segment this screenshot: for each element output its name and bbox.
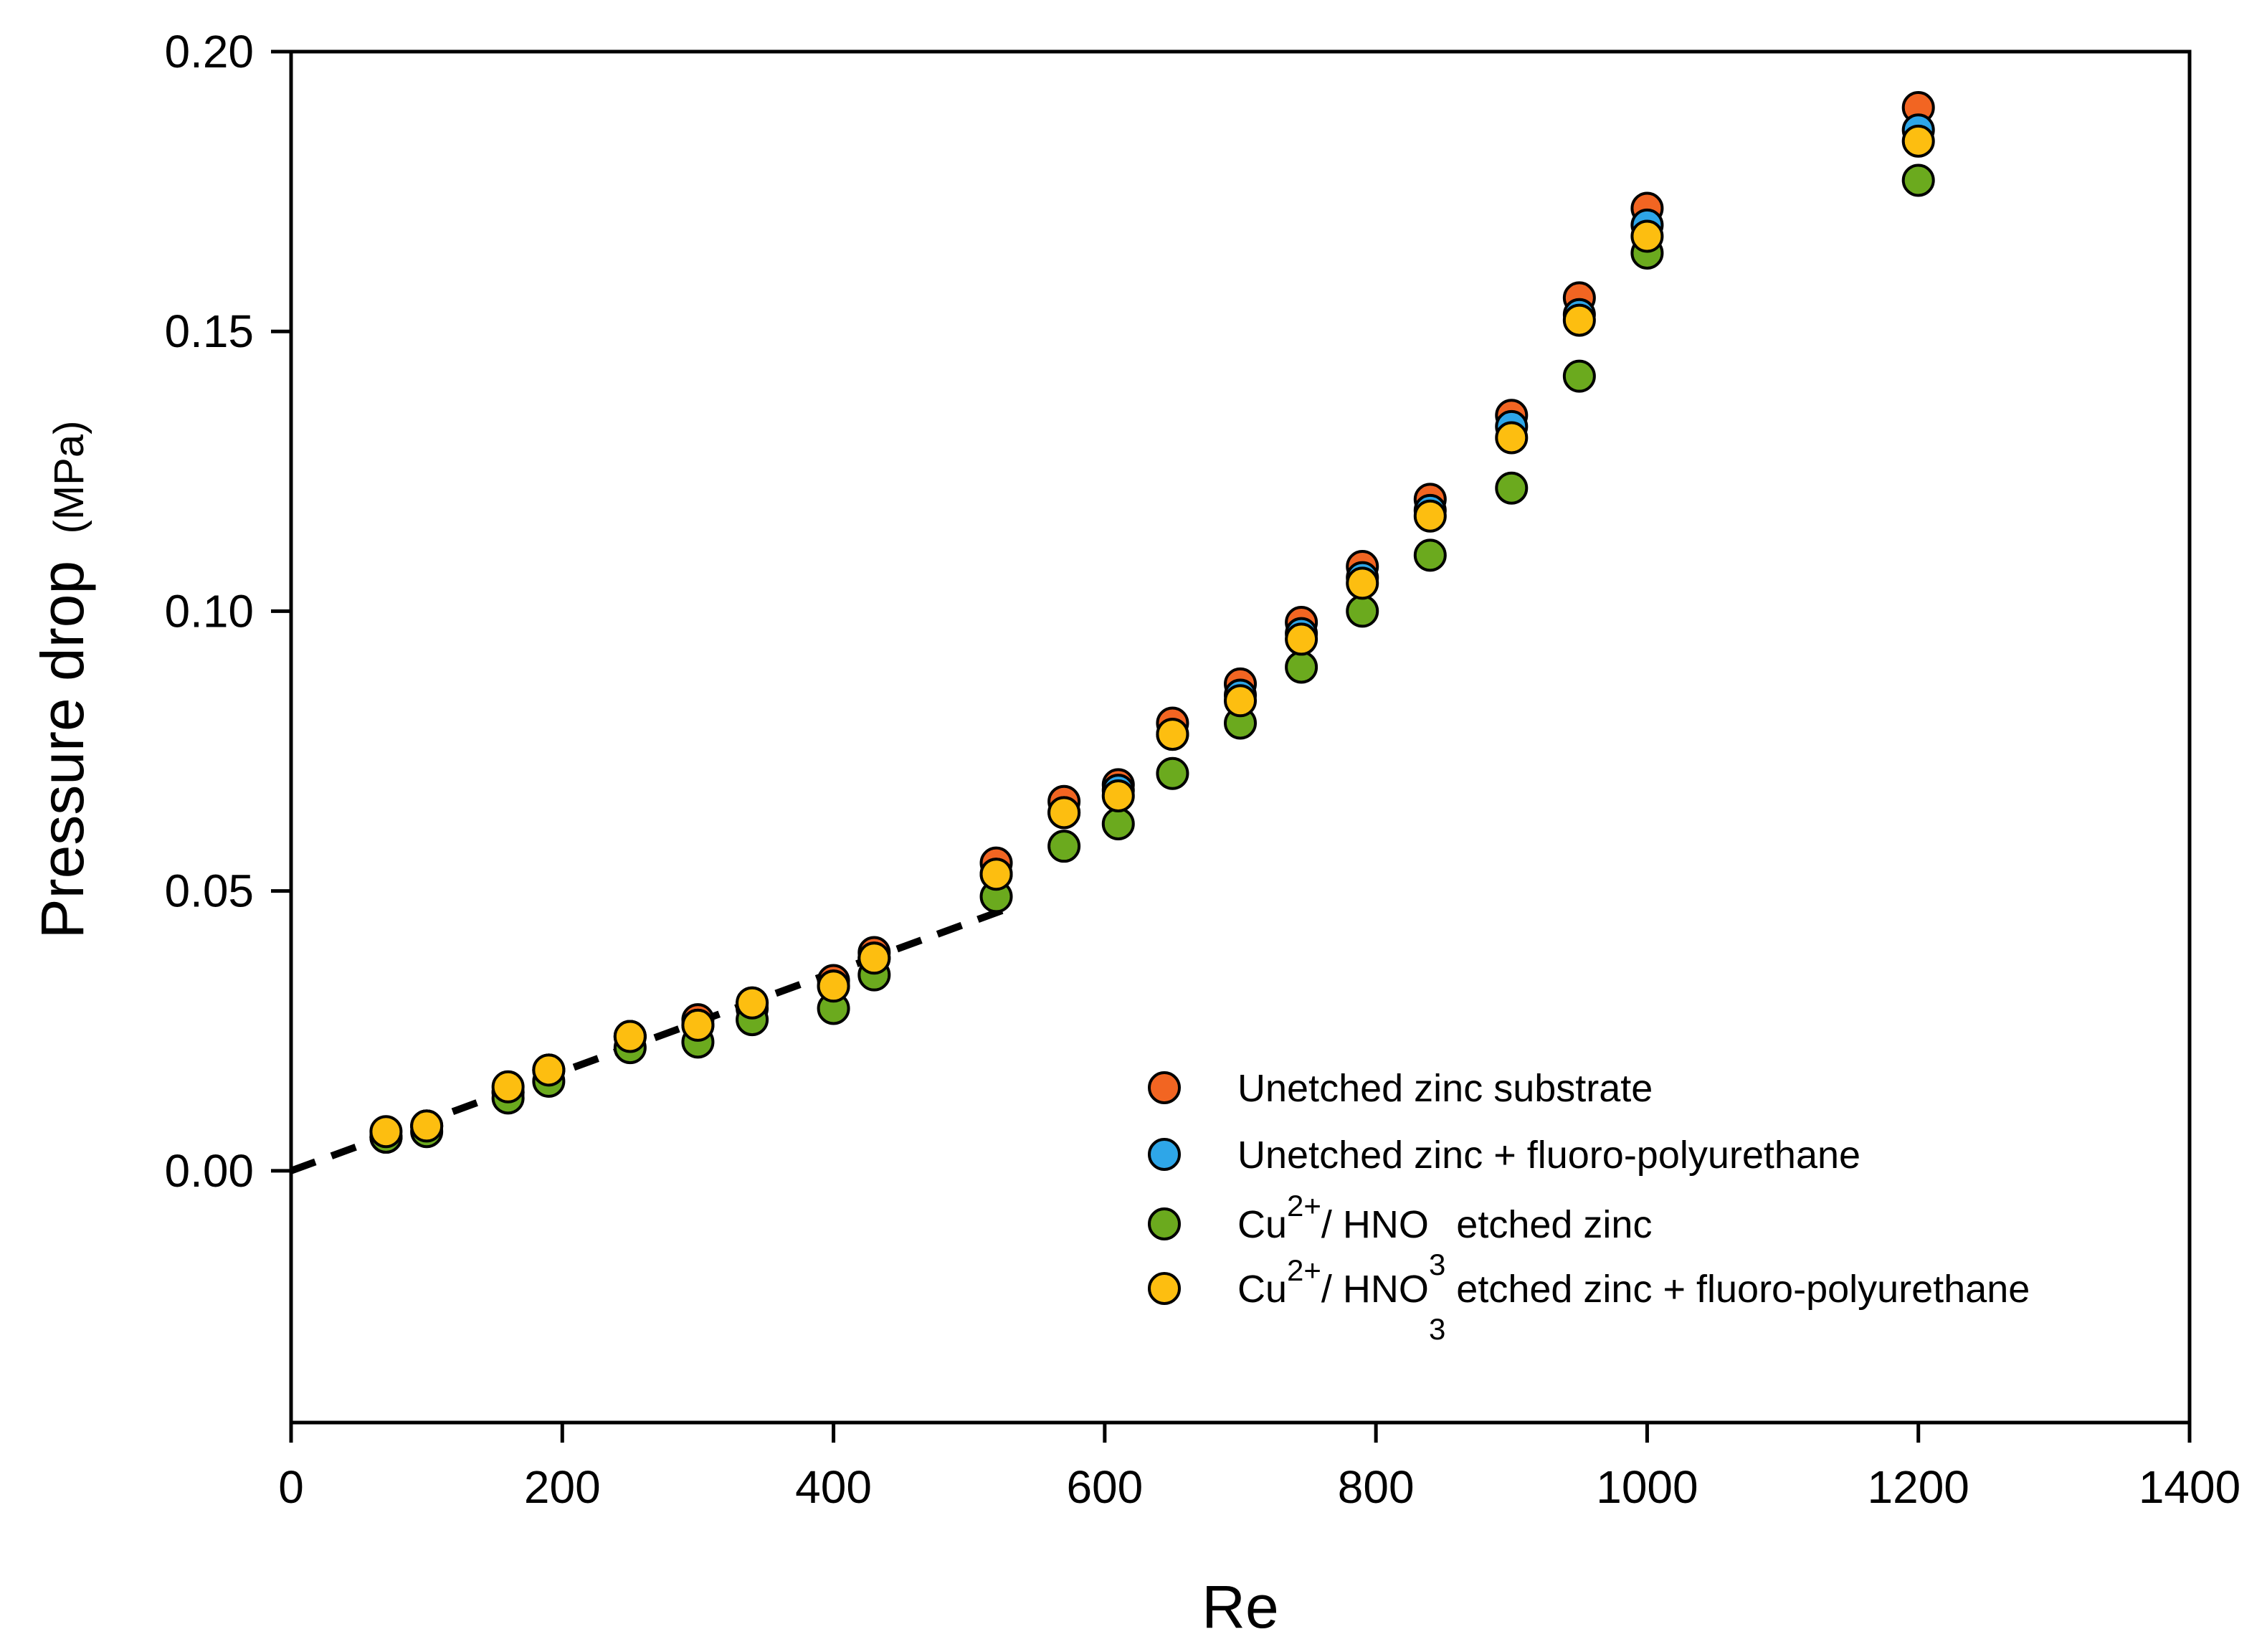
legend-label: Unetched zinc + fluoro-polyurethane	[1237, 1134, 1860, 1177]
x-axis-ticks: 0 200 400 600 800 1000 1200 1400	[278, 1423, 2240, 1513]
x-tick-label: 200	[524, 1461, 601, 1513]
x-tick-label: 600	[1066, 1461, 1143, 1513]
legend-label-part: / HNO	[1321, 1268, 1429, 1311]
data-point	[1346, 566, 1379, 600]
y-tick-label: 0.15	[164, 305, 254, 357]
data-point	[736, 986, 769, 1020]
legend-marker	[1148, 1207, 1181, 1240]
data-point	[1346, 594, 1379, 628]
data-point	[857, 941, 891, 975]
data-point	[491, 1070, 525, 1103]
legend-label-part: Cu	[1237, 1268, 1287, 1311]
legend: Unetched zinc substrate Unetched zinc + f…	[1148, 1067, 2030, 1346]
series-cu2-hno3-etched-zinc	[369, 163, 1935, 1154]
series-cu2-hno3-etched-zinc-fluoro-polyurethane	[369, 124, 1935, 1149]
x-tick-label: 0	[278, 1461, 304, 1513]
legend-marker	[1148, 1071, 1181, 1104]
data-point	[1901, 163, 1935, 197]
data-point	[1285, 650, 1318, 684]
data-point	[1901, 124, 1935, 158]
legend-label-part: Unetched zinc + fluoro-polyurethane	[1237, 1134, 1860, 1177]
y-axis-title-group: Pressure drop (MPa)	[29, 421, 96, 939]
data-point	[1047, 796, 1081, 830]
data-point	[369, 1115, 403, 1149]
legend-label-part: etched zinc	[1445, 1203, 1652, 1246]
data-point	[532, 1053, 566, 1087]
y-tick-label: 0.00	[164, 1145, 254, 1197]
legend-label-part: Unetched zinc substrate	[1237, 1067, 1653, 1110]
data-point	[1562, 359, 1596, 393]
data-point	[613, 1020, 647, 1053]
data-point	[1156, 718, 1189, 751]
data-point	[1101, 779, 1135, 812]
data-point	[817, 969, 850, 1003]
legend-label-part: 2+	[1287, 1253, 1321, 1287]
legend-label-part: / HNO	[1321, 1203, 1429, 1246]
data-point	[681, 1008, 715, 1042]
series-unetched-zinc-substrate	[369, 91, 1935, 1154]
y-axis-title-main: Pressure drop	[29, 561, 96, 939]
data-point	[979, 858, 1013, 891]
data-point	[1495, 421, 1529, 455]
x-tick-label: 1400	[2139, 1461, 2240, 1513]
data-point	[1224, 684, 1257, 718]
y-axis-title-unit: (MPa)	[46, 421, 92, 534]
data-point	[1101, 807, 1135, 840]
data-point	[1047, 830, 1081, 863]
data-point	[1413, 499, 1447, 533]
legend-label-part: 3	[1429, 1248, 1445, 1281]
legend-label-part: 3	[1429, 1312, 1445, 1346]
data-point	[1630, 219, 1664, 253]
legend-label-part: Cu	[1237, 1203, 1287, 1246]
y-tick-label: 0.10	[164, 585, 254, 637]
data-point	[1413, 538, 1447, 572]
data-point	[1156, 756, 1189, 790]
legend-label-part: 2+	[1287, 1189, 1321, 1223]
legend-label-part: etched zinc + fluoro-polyurethane	[1445, 1268, 2030, 1311]
series-unetched-zinc-fluoro-polyurethane	[369, 113, 1935, 1154]
x-tick-label: 1000	[1596, 1461, 1698, 1513]
x-tick-label: 800	[1338, 1461, 1415, 1513]
y-tick-label: 0.05	[164, 865, 254, 917]
legend-label: Cu2+/ HNO3 etched zinc	[1237, 1189, 1652, 1281]
x-tick-label: 400	[795, 1461, 872, 1513]
data-point	[410, 1109, 444, 1143]
y-axis-ticks: 0.00 0.05 0.10 0.15 0.20	[164, 26, 291, 1197]
y-tick-label: 0.20	[164, 26, 254, 77]
x-axis-title: Re	[1202, 1573, 1278, 1641]
data-points	[369, 91, 1935, 1154]
y-axis-title: Pressure drop (MPa)	[29, 421, 96, 939]
legend-label: Cu2+/ HNO3 etched zinc + fluoro-polyuret…	[1237, 1253, 2030, 1346]
x-tick-label: 1200	[1868, 1461, 1969, 1513]
plot-frame	[289, 49, 2192, 1425]
data-point	[1495, 471, 1529, 505]
data-point	[1562, 303, 1596, 337]
legend-marker	[1148, 1138, 1181, 1171]
data-point	[1285, 622, 1318, 656]
legend-marker	[1148, 1272, 1181, 1305]
legend-label: Unetched zinc substrate	[1237, 1067, 1653, 1110]
